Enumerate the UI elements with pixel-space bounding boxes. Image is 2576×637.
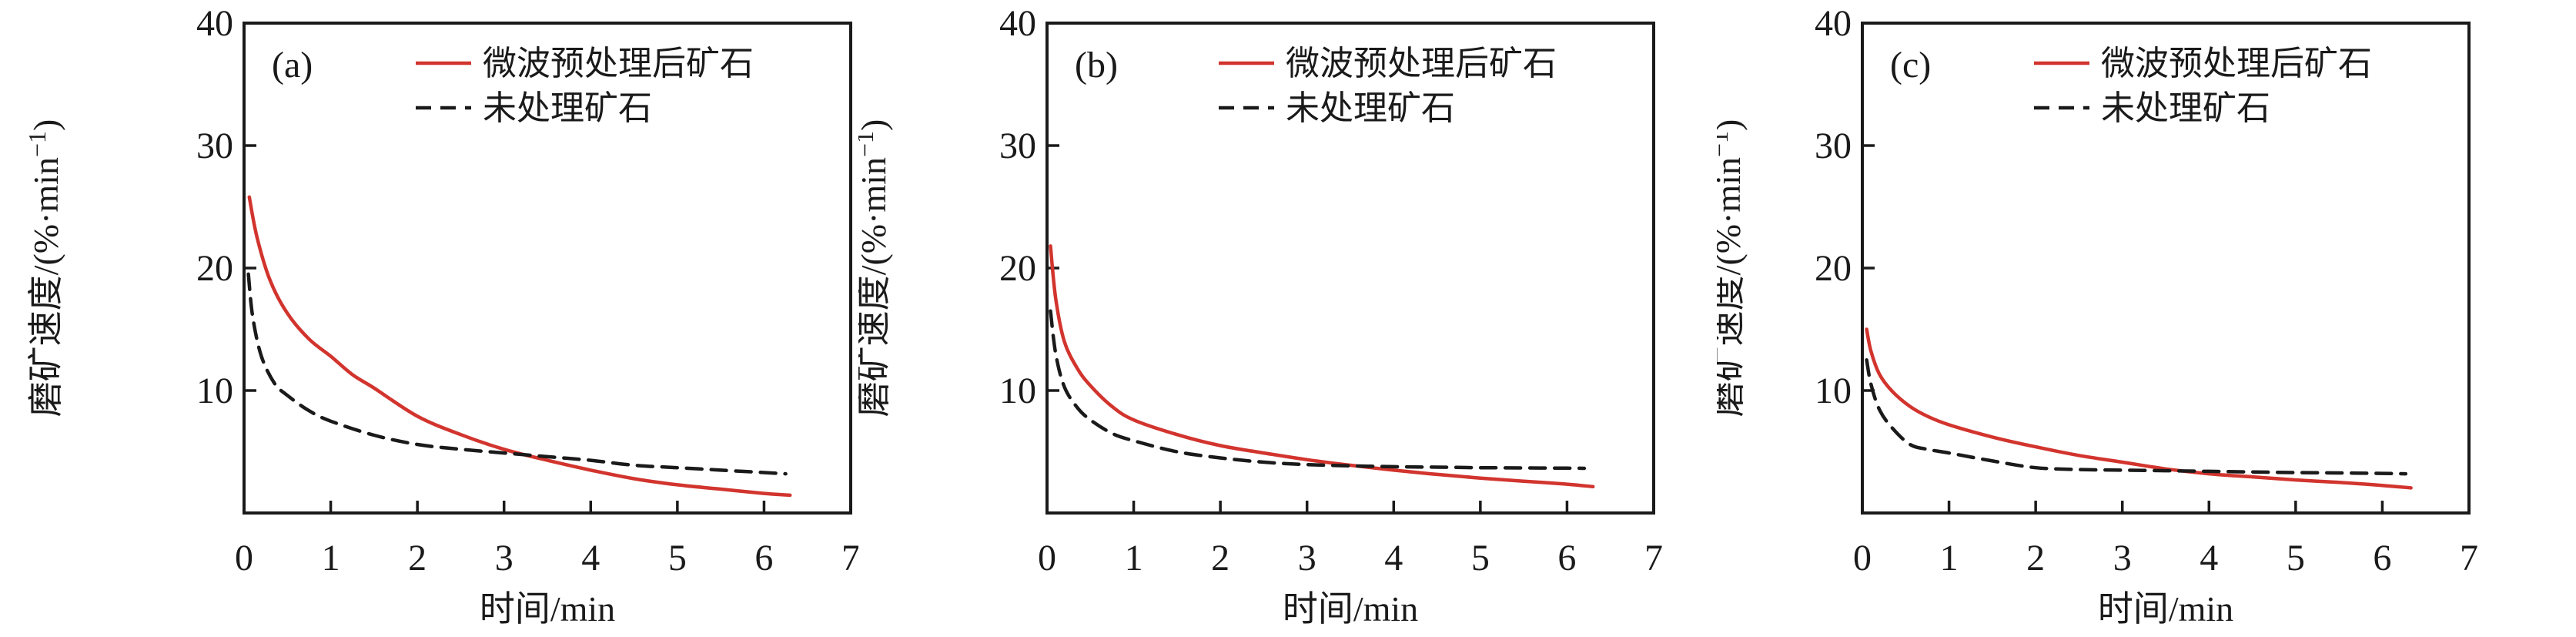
x-tick-label: 7 xyxy=(1644,538,1663,578)
y-tick-label: 40 xyxy=(196,3,233,44)
x-tick-label: 1 xyxy=(1940,538,1959,578)
y-axis-title: 磨矿速度/(%·min−1) xyxy=(23,119,65,417)
y-tick-label: 20 xyxy=(1815,248,1852,289)
y-tick-label: 10 xyxy=(1815,370,1852,411)
chart-svg-c: 0 1 2 3 4 5 6 7 10 20 30 40 时间/min 磨矿速度/(%·min−1) (c) 微… xyxy=(1717,3,2478,629)
x-tick-label: 3 xyxy=(1298,538,1316,578)
x-tick-label: 3 xyxy=(2113,538,2132,578)
x-tick-label: 7 xyxy=(841,538,858,578)
microwave-pretreated-curve xyxy=(1049,244,1595,489)
x-axis-title: 时间/min xyxy=(480,589,615,629)
panel-letter: (b) xyxy=(1075,45,1118,85)
y-tick-label: 20 xyxy=(196,248,233,289)
x-tick-label: 4 xyxy=(2200,538,2218,578)
x-tick-label: 4 xyxy=(1384,538,1403,578)
panel-letter: (a) xyxy=(272,45,313,85)
x-tick-label: 2 xyxy=(2026,538,2045,578)
x-tick-label: 0 xyxy=(1038,538,1056,578)
legend-label: 未处理矿石 xyxy=(2101,89,2270,127)
x-tick-label: 1 xyxy=(322,538,340,578)
chart-panel-b: 0 1 2 3 4 5 6 7 10 20 30 40 时间/min 磨矿速度/(%·min−1) (b) 微… xyxy=(858,0,1717,637)
chart-panel-a: 0 1 2 3 4 5 6 7 10 20 30 40 时间/min 磨矿速度/(%·min−1) (a) 微… xyxy=(0,0,858,637)
chart-svg-a: 0 1 2 3 4 5 6 7 10 20 30 40 时间/min 磨矿速度/(%·min−1) (a) 微… xyxy=(23,3,858,629)
microwave-pretreated-curve xyxy=(247,195,792,498)
x-tick-label: 2 xyxy=(1211,538,1229,578)
x-tick-label: 7 xyxy=(2460,538,2478,578)
y-tick-label: 40 xyxy=(999,3,1036,44)
y-tick-label: 30 xyxy=(196,126,233,166)
x-tick-label: 5 xyxy=(668,538,687,578)
y-tick-label: 30 xyxy=(1815,126,1852,166)
y-tick-label: 40 xyxy=(1815,3,1852,44)
untreated-ore-curve xyxy=(1865,358,2408,476)
y-tick-label: 30 xyxy=(999,126,1036,166)
x-tick-label: 6 xyxy=(754,538,773,578)
x-tick-label: 6 xyxy=(2373,538,2391,578)
x-tick-label: 1 xyxy=(1125,538,1143,578)
legend-label: 未处理矿石 xyxy=(483,89,652,127)
legend-label: 微波预处理后矿石 xyxy=(483,45,754,82)
y-axis-title: 磨矿速度/(%·min−1) xyxy=(1717,119,1748,417)
x-tick-label: 0 xyxy=(1853,538,1872,578)
x-tick-label: 2 xyxy=(408,538,427,578)
chart-panel-c: 0 1 2 3 4 5 6 7 10 20 30 40 时间/min 磨矿速度/(%·min−1) (c) 微… xyxy=(1717,0,2575,637)
panel-letter: (c) xyxy=(1890,45,1931,85)
y-tick-label: 10 xyxy=(999,370,1036,411)
x-axis-title: 时间/min xyxy=(1283,589,1418,629)
microwave-pretreated-curve xyxy=(1865,327,2413,490)
legend-label: 未处理矿石 xyxy=(1286,89,1455,127)
x-tick-label: 3 xyxy=(495,538,514,578)
untreated-ore-curve xyxy=(1049,309,1587,471)
untreated-ore-curve xyxy=(246,272,788,476)
x-axis-title: 时间/min xyxy=(2098,589,2233,629)
chart-svg-b: 0 1 2 3 4 5 6 7 10 20 30 40 时间/min 磨矿速度/(%·min−1) (b) 微… xyxy=(858,3,1663,629)
y-tick-label: 10 xyxy=(196,370,233,411)
x-tick-label: 5 xyxy=(2287,538,2305,578)
y-axis-title: 磨矿速度/(%·min−1) xyxy=(858,119,893,417)
legend-label: 微波预处理后矿石 xyxy=(1286,45,1557,82)
legend-label: 微波预处理后矿石 xyxy=(2101,45,2372,82)
x-tick-label: 0 xyxy=(235,538,253,578)
y-tick-label: 20 xyxy=(999,248,1036,289)
x-tick-label: 5 xyxy=(1471,538,1490,578)
x-tick-label: 6 xyxy=(1557,538,1576,578)
x-tick-label: 4 xyxy=(581,538,600,578)
